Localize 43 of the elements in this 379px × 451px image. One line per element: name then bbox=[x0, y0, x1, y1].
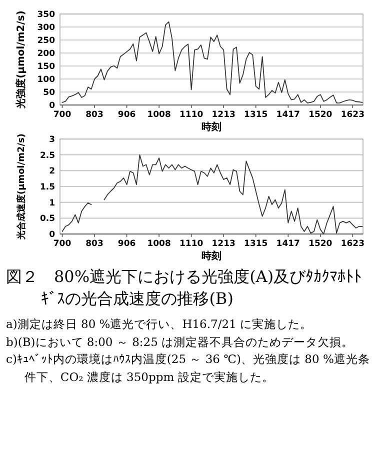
y-tick-label: 3 bbox=[49, 135, 56, 145]
x-tick-label: 1008 bbox=[147, 239, 171, 249]
y-tick-label: 2.5 bbox=[40, 150, 56, 161]
x-tick-label: 906 bbox=[118, 110, 136, 120]
y-tick-label: 1 bbox=[49, 198, 56, 208]
x-tick-label: 1623 bbox=[340, 239, 365, 249]
y-tick-label: 200 bbox=[37, 49, 56, 59]
y-tick-label: 50 bbox=[43, 88, 56, 98]
y-tick-label: 1.5 bbox=[40, 182, 56, 192]
x-tick-label: 700 bbox=[53, 110, 72, 120]
y-tick-label: 300 bbox=[37, 23, 56, 33]
x-tick-label: 1110 bbox=[179, 110, 204, 120]
x-tick-label: 1623 bbox=[340, 110, 365, 120]
y-tick-label: 250 bbox=[37, 36, 56, 46]
x-axis-title: 時刻 bbox=[202, 121, 222, 133]
y-axis-title: 光強度(μmol/m2/s) bbox=[15, 10, 27, 110]
x-tick-label: 700 bbox=[53, 239, 72, 249]
x-tick-label: 1008 bbox=[147, 110, 171, 120]
text: a)測定は終日 80 %遮光で行い、H16.7/21 に実施した。 bbox=[6, 316, 314, 333]
y-tick-label: 2 bbox=[49, 166, 56, 177]
text: c)ｷｭﾍﾞｯﾄ内の環境はﾊｳｽ内温度(25 ～ 36 ℃)、光強度は 80 %遮光条件下、CO₂ 濃度は 350ppm 設定で実施した。 bbox=[6, 351, 371, 386]
y-tick-label: 0.5 bbox=[40, 214, 56, 224]
x-tick-label: 1110 bbox=[179, 239, 204, 249]
x-tick-label: 1213 bbox=[212, 239, 236, 249]
y-tick-label: 100 bbox=[37, 75, 56, 85]
y-tick-label: 150 bbox=[37, 62, 56, 72]
y-tick-label: 0 bbox=[49, 230, 56, 240]
x-tick-label: 906 bbox=[118, 239, 136, 249]
x-tick-label: 1520 bbox=[308, 239, 332, 249]
x-tick-label: 1520 bbox=[308, 110, 332, 120]
text: b)(B)において 8:00 ～ 8:25 は測定器不具合のためデータ欠損。 bbox=[6, 334, 355, 350]
x-tick-label: 1315 bbox=[244, 239, 268, 249]
x-tick-label: 803 bbox=[86, 110, 104, 120]
y-axis-title: 光合成速度(μmol/m2/s) bbox=[16, 133, 27, 241]
x-tick-label: 803 bbox=[86, 239, 104, 249]
x-tick-label: 1213 bbox=[212, 110, 236, 120]
x-tick-label: 1315 bbox=[244, 110, 268, 120]
x-tick-label: 1417 bbox=[276, 239, 300, 249]
y-tick-label: 350 bbox=[37, 10, 56, 20]
text: 図２ 80%遮光下における光強度(A)及びﾀｶｸﾏﾎﾄﾄｷﾞｽの光合成速度の推移(B) bbox=[6, 266, 363, 310]
x-tick-label: 1417 bbox=[276, 110, 300, 120]
x-axis-title: 時刻 bbox=[202, 250, 222, 262]
y-tick-label: 0 bbox=[49, 101, 56, 111]
